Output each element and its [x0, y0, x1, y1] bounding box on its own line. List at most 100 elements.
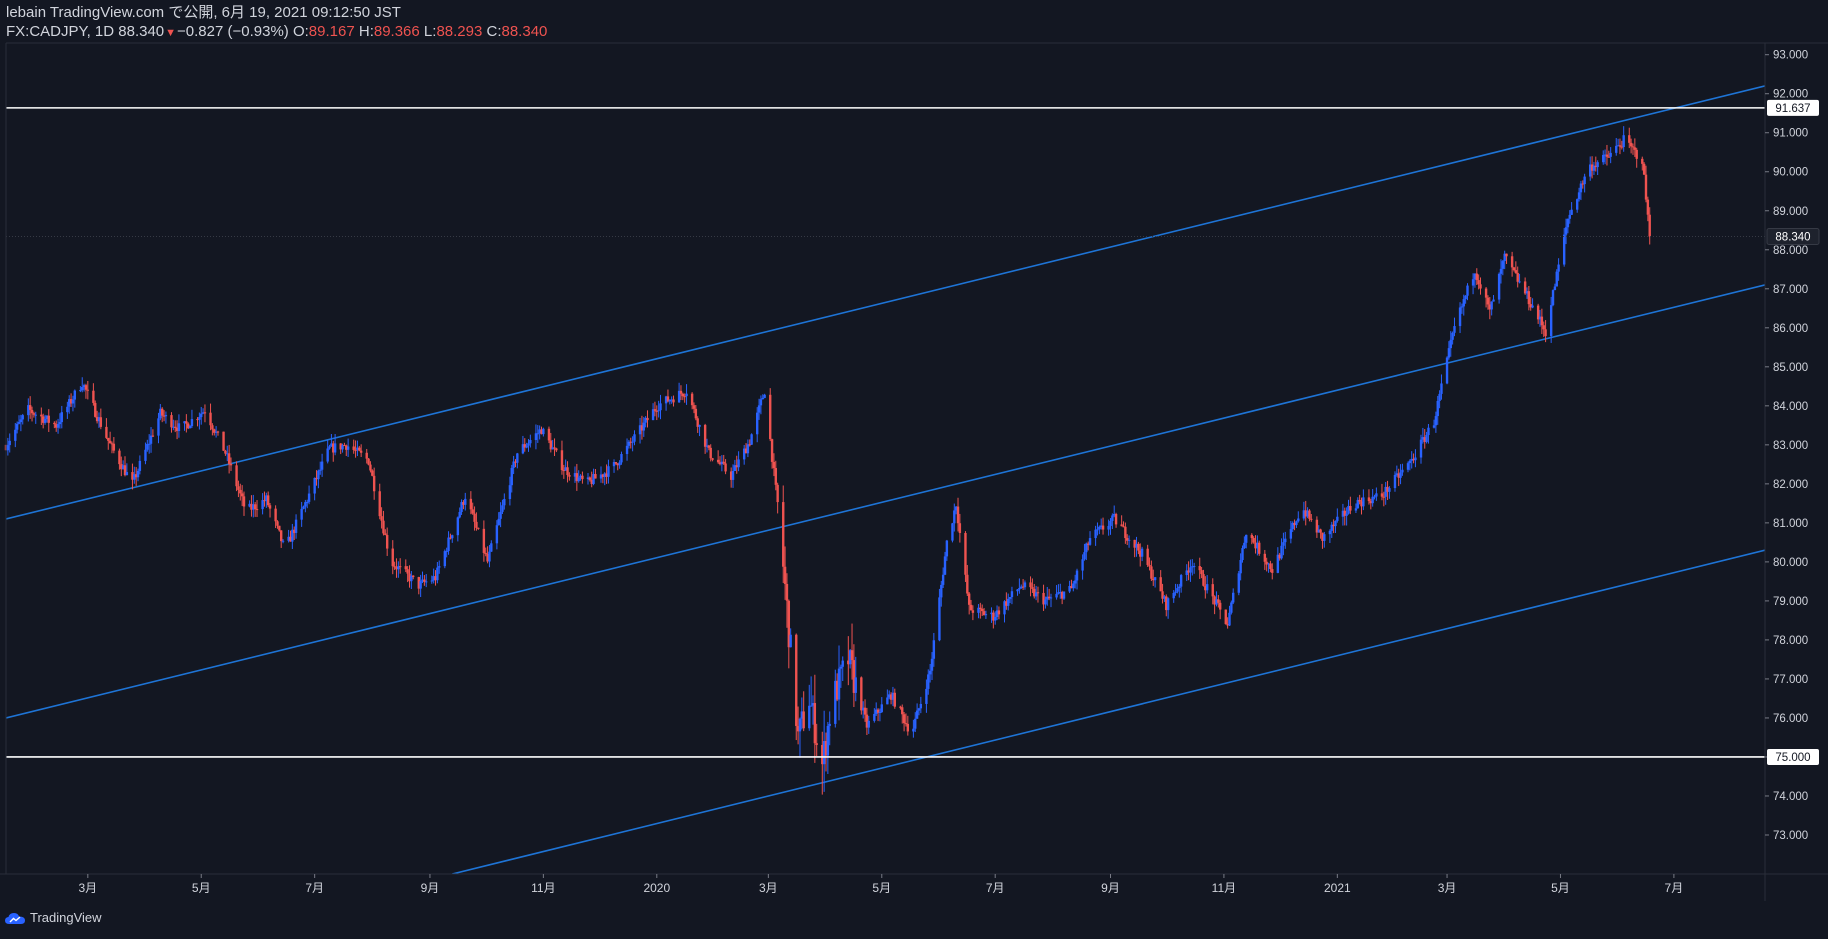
candle[interactable]: [508, 476, 512, 506]
candle[interactable]: [1473, 273, 1477, 288]
candle[interactable]: [1044, 596, 1047, 609]
candle[interactable]: [1642, 162, 1646, 175]
candle[interactable]: [105, 418, 108, 440]
candle[interactable]: [1191, 559, 1194, 576]
candle[interactable]: [1492, 295, 1495, 302]
candle[interactable]: [668, 399, 672, 405]
candle[interactable]: [265, 492, 268, 508]
candle[interactable]: [564, 459, 567, 471]
candle[interactable]: [261, 493, 264, 515]
footer-brand[interactable]: TradingView: [4, 910, 102, 925]
candle[interactable]: [821, 731, 824, 795]
candle[interactable]: [1023, 580, 1027, 590]
candle[interactable]: [941, 567, 945, 589]
candle[interactable]: [889, 692, 893, 705]
candle[interactable]: [1620, 140, 1624, 150]
candle[interactable]: [796, 706, 800, 745]
candle[interactable]: [1072, 580, 1075, 592]
candle[interactable]: [549, 432, 553, 453]
candle[interactable]: [943, 551, 947, 576]
candle[interactable]: [471, 502, 474, 515]
candle[interactable]: [86, 380, 90, 400]
candle[interactable]: [1321, 532, 1324, 549]
candle[interactable]: [1594, 156, 1597, 172]
candle[interactable]: [1148, 557, 1151, 571]
candle[interactable]: [932, 632, 936, 667]
candle[interactable]: [306, 499, 309, 509]
candle[interactable]: [718, 456, 722, 466]
candle[interactable]: [1258, 540, 1261, 556]
candle[interactable]: [724, 459, 727, 475]
candle[interactable]: [891, 686, 895, 706]
candle[interactable]: [1488, 297, 1492, 320]
candle[interactable]: [1187, 561, 1190, 581]
candle[interactable]: [588, 476, 592, 482]
candle[interactable]: [1356, 497, 1359, 509]
candle[interactable]: [1386, 480, 1389, 500]
candle[interactable]: [1602, 150, 1605, 165]
candle[interactable]: [1518, 273, 1521, 284]
candle[interactable]: [534, 424, 538, 450]
candle[interactable]: [503, 493, 506, 510]
candle[interactable]: [200, 406, 203, 425]
candle[interactable]: [1523, 277, 1527, 295]
candle[interactable]: [1399, 464, 1402, 485]
candle[interactable]: [84, 383, 88, 399]
candle[interactable]: [969, 599, 973, 611]
candle[interactable]: [99, 408, 103, 430]
candle[interactable]: [1644, 165, 1648, 203]
candle[interactable]: [462, 500, 465, 510]
candle[interactable]: [274, 505, 277, 529]
candle[interactable]: [40, 407, 43, 426]
candle[interactable]: [1192, 562, 1196, 574]
candle[interactable]: [722, 454, 725, 465]
candle[interactable]: [1245, 534, 1248, 549]
candle[interactable]: [82, 383, 86, 392]
candle[interactable]: [1010, 586, 1014, 605]
candle[interactable]: [248, 500, 251, 508]
candle[interactable]: [1315, 516, 1319, 538]
candle[interactable]: [28, 396, 32, 419]
candle[interactable]: [252, 494, 255, 518]
candle[interactable]: [1126, 534, 1129, 545]
candle[interactable]: [34, 411, 37, 424]
candle[interactable]: [992, 610, 995, 629]
candle[interactable]: [134, 467, 138, 486]
candle[interactable]: [1127, 535, 1131, 548]
candle[interactable]: [53, 421, 56, 429]
candle[interactable]: [1289, 521, 1293, 544]
candle[interactable]: [1341, 503, 1345, 526]
candle[interactable]: [659, 394, 662, 420]
candle[interactable]: [787, 599, 791, 669]
candle[interactable]: [1557, 258, 1560, 281]
candle[interactable]: [1075, 568, 1079, 590]
candle[interactable]: [638, 417, 642, 444]
candle[interactable]: [1178, 583, 1181, 598]
candle[interactable]: [240, 485, 244, 507]
candle[interactable]: [919, 696, 923, 714]
candle[interactable]: [893, 688, 896, 709]
candle[interactable]: [1114, 512, 1118, 528]
candle[interactable]: [1369, 498, 1373, 510]
candle[interactable]: [902, 711, 906, 732]
candle[interactable]: [1618, 138, 1622, 155]
candle[interactable]: [1540, 308, 1544, 335]
candle[interactable]: [1406, 461, 1410, 473]
candle[interactable]: [756, 407, 759, 443]
candle[interactable]: [1328, 529, 1332, 543]
candle[interactable]: [1607, 150, 1611, 158]
candle[interactable]: [1336, 508, 1339, 523]
candle[interactable]: [967, 592, 971, 615]
candle[interactable]: [1566, 218, 1570, 234]
candle[interactable]: [594, 468, 597, 479]
candle[interactable]: [1133, 539, 1136, 558]
candle[interactable]: [356, 440, 359, 457]
candle[interactable]: [1161, 583, 1164, 604]
candle[interactable]: [1070, 579, 1073, 589]
candle[interactable]: [188, 425, 192, 429]
candle[interactable]: [979, 602, 982, 619]
candle[interactable]: [1516, 266, 1519, 288]
candle[interactable]: [1499, 259, 1503, 284]
candle[interactable]: [711, 457, 714, 462]
